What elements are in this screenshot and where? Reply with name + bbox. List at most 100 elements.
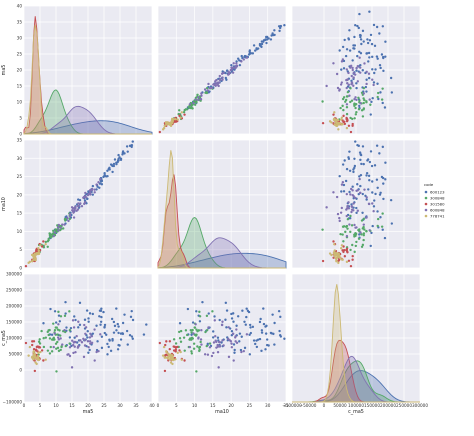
point-600123 <box>359 52 363 55</box>
point-600123 <box>351 59 354 62</box>
point-600123 <box>121 332 124 335</box>
point-600123 <box>356 54 359 58</box>
point-600848 <box>235 62 238 65</box>
point-301580 <box>345 248 348 252</box>
point-300848 <box>376 95 379 99</box>
point-301580 <box>178 349 181 352</box>
point-600848 <box>353 97 356 101</box>
point-300848 <box>342 240 345 243</box>
point-600123 <box>369 244 372 248</box>
point-600848 <box>97 349 100 353</box>
point-600123 <box>111 337 114 341</box>
point-600848 <box>212 341 216 344</box>
point-300848 <box>52 322 55 325</box>
point-600123 <box>370 100 373 104</box>
point-600123 <box>99 180 103 183</box>
point-300848 <box>344 230 347 234</box>
x-tick-label: 30 <box>265 403 271 408</box>
point-600123 <box>73 336 76 339</box>
point-600848 <box>83 339 87 342</box>
legend-entry-600848: 600848 <box>430 208 445 213</box>
point-600123 <box>225 326 228 329</box>
point-600123 <box>355 82 358 85</box>
point-600123 <box>100 335 104 338</box>
point-600848 <box>84 196 88 199</box>
point-600123 <box>100 307 103 310</box>
x-axis-label: ma10 <box>215 409 229 415</box>
point-600123 <box>353 157 356 161</box>
point-300848 <box>349 248 352 252</box>
point-600123 <box>371 191 374 194</box>
point-600848 <box>372 210 375 213</box>
point-301580 <box>30 343 34 347</box>
point-600123 <box>78 301 82 305</box>
point-300848 <box>194 96 198 99</box>
point-778741 <box>162 126 166 130</box>
point-300848 <box>64 330 67 334</box>
point-600123 <box>355 211 358 215</box>
point-600848 <box>56 226 60 229</box>
point-600123 <box>49 307 52 311</box>
point-778741 <box>180 111 183 114</box>
point-778741 <box>179 116 182 119</box>
point-300848 <box>341 104 344 108</box>
point-300848 <box>349 230 352 234</box>
point-301580 <box>40 245 44 248</box>
point-600848 <box>216 345 219 348</box>
legend-entry-600123: 600123 <box>430 190 445 195</box>
point-600123 <box>88 312 92 315</box>
point-600848 <box>93 328 96 331</box>
point-600123 <box>119 158 123 162</box>
point-600123 <box>238 340 241 343</box>
point-300848 <box>361 115 365 118</box>
point-300848 <box>193 103 197 106</box>
y-tick-label: 40 <box>17 4 23 9</box>
point-600123 <box>119 338 123 341</box>
point-301580 <box>35 348 38 351</box>
point-778741 <box>333 249 336 252</box>
point-600848 <box>71 209 74 212</box>
point-600123 <box>260 329 264 332</box>
point-600848 <box>340 183 344 186</box>
y-tick-label: 10 <box>17 100 23 105</box>
legend-marker-600123 <box>424 190 428 194</box>
point-600123 <box>381 101 384 105</box>
point-600123 <box>260 331 264 334</box>
point-600123 <box>238 59 241 62</box>
point-300848 <box>46 245 49 248</box>
point-300848 <box>339 232 342 236</box>
panel-ma5-vs-ma10 <box>157 5 287 135</box>
point-301580 <box>33 369 37 373</box>
x-tick-label: 250000 <box>396 403 412 408</box>
point-300848 <box>355 110 358 114</box>
point-600848 <box>199 97 203 101</box>
point-300848 <box>354 232 358 236</box>
point-778741 <box>345 126 349 130</box>
point-600123 <box>78 323 82 327</box>
point-600123 <box>65 326 68 329</box>
point-600848 <box>345 234 349 238</box>
point-600848 <box>359 102 362 105</box>
point-301580 <box>345 117 348 121</box>
point-600848 <box>358 56 361 59</box>
point-600848 <box>89 342 92 345</box>
point-600123 <box>245 307 248 310</box>
point-600123 <box>121 153 124 156</box>
point-600848 <box>242 349 245 353</box>
point-600123 <box>103 331 106 335</box>
point-600123 <box>117 325 120 328</box>
point-600123 <box>260 42 264 46</box>
point-600848 <box>84 191 87 195</box>
point-600848 <box>338 219 341 223</box>
point-300848 <box>358 228 361 231</box>
point-600123 <box>348 169 352 172</box>
point-600123 <box>373 199 376 202</box>
point-600123 <box>258 42 262 46</box>
point-600123 <box>278 29 281 33</box>
point-600123 <box>238 332 242 335</box>
point-600123 <box>347 38 351 41</box>
point-600123 <box>358 233 361 236</box>
point-600123 <box>207 312 210 315</box>
point-778741 <box>37 249 40 252</box>
point-600848 <box>52 345 55 349</box>
